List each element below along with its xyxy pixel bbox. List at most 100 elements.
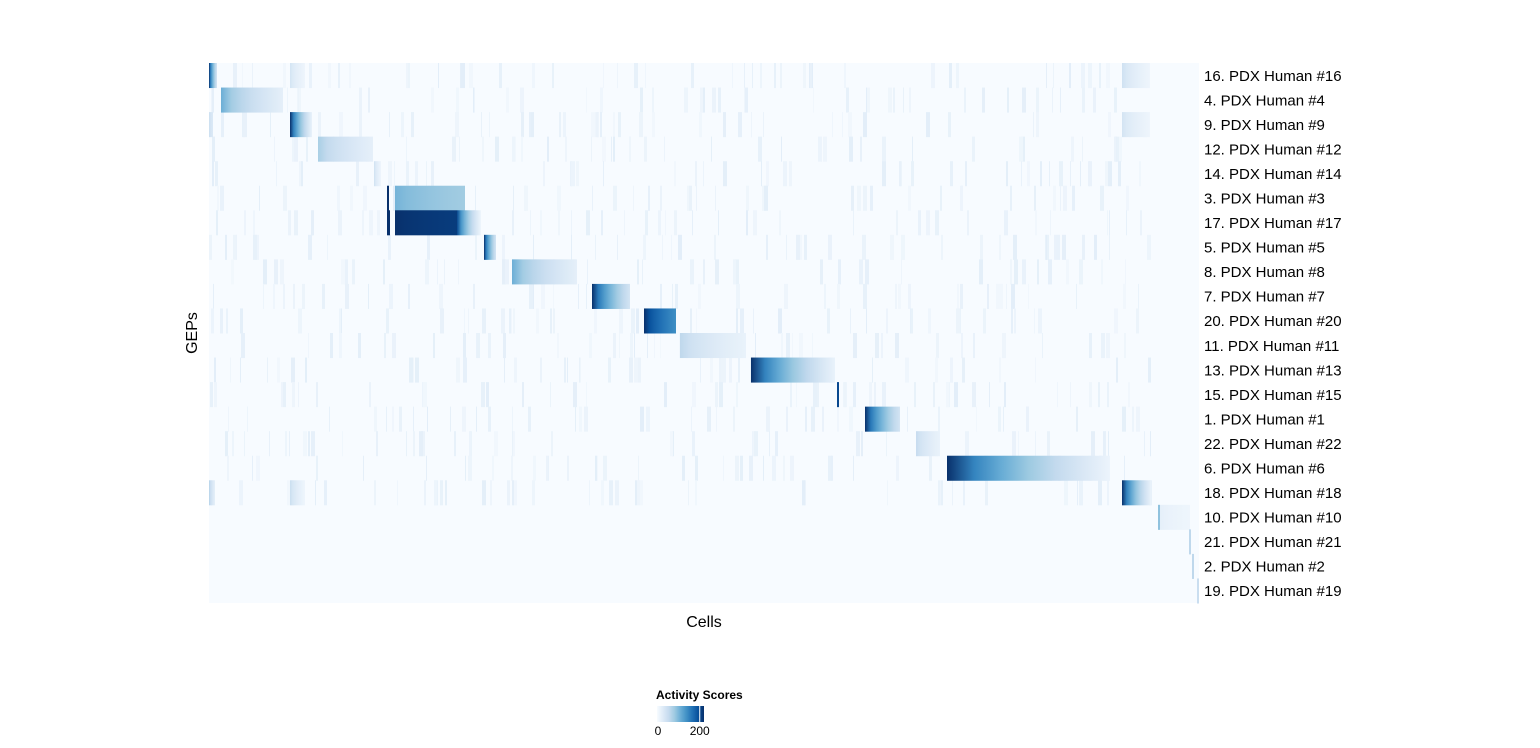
heatmap-cell-stripe [1116, 357, 1118, 383]
heatmap-cell-stripe [550, 382, 551, 408]
heatmap-cell-stripe [654, 333, 655, 359]
heatmap-cell-stripe [872, 357, 873, 383]
heatmap-cell-stripe [670, 431, 673, 457]
heatmap-cell-stripe [600, 112, 602, 138]
heatmap-block [1189, 529, 1191, 555]
heatmap-cell-stripe [645, 210, 648, 236]
heatmap-cell-stripe [901, 234, 905, 260]
heatmap-cell-stripe [972, 382, 976, 408]
heatmap-cell-stripe [584, 406, 588, 432]
heatmap-cell-stripe [408, 283, 410, 309]
heatmap-cell-stripe [438, 63, 439, 89]
heatmap-cell-stripe [455, 112, 459, 138]
heatmap-cell-stripe [752, 431, 753, 457]
heatmap-cell-stripe [565, 136, 567, 162]
heatmap-cell-stripe [911, 161, 914, 187]
heatmap-cell-stripe [799, 333, 803, 359]
heatmap-cell-stripe [394, 161, 395, 187]
heatmap-cell-stripe [212, 161, 214, 187]
heatmap-cell-stripe [292, 382, 295, 408]
heatmap-cell-stripe [419, 431, 423, 457]
heatmap-cell-stripe [763, 112, 764, 138]
heatmap-cell-stripe [844, 382, 846, 408]
heatmap-cell-stripe [437, 259, 438, 285]
heatmap-block [751, 357, 835, 383]
heatmap-block [644, 308, 676, 334]
heatmap-cell-stripe [494, 431, 498, 457]
heatmap-cell-stripe [895, 283, 897, 309]
heatmap-cell-stripe [406, 136, 407, 162]
heatmap-cell-stripe [692, 210, 693, 236]
heatmap-cell-stripe [1022, 259, 1026, 285]
heatmap-cell-stripe [948, 112, 951, 138]
heatmap-block [387, 185, 389, 211]
heatmap-cell-stripe [733, 406, 735, 432]
heatmap-cell-stripe [1080, 161, 1081, 187]
heatmap-cell-stripe [936, 333, 939, 359]
heatmap-cell-stripe [802, 480, 805, 506]
heatmap-cell-stripe [274, 136, 275, 162]
heatmap-cell-stripe [980, 234, 983, 260]
heatmap-cell-stripe [696, 308, 697, 334]
heatmap-cell-stripe [608, 357, 611, 383]
heatmap-cell-stripe [1007, 87, 1009, 113]
heatmap-cell-stripe [853, 455, 854, 481]
heatmap-cell-stripe [1100, 185, 1104, 211]
heatmap-cell-stripe [241, 333, 245, 359]
heatmap-cell-stripe [214, 382, 217, 408]
heatmap-cell-stripe [846, 87, 849, 113]
heatmap-cell-stripe [842, 112, 843, 138]
heatmap-cell-stripe [567, 455, 569, 481]
heatmap-cell-stripe [1066, 259, 1069, 285]
heatmap-cell-stripe [719, 357, 722, 383]
heatmap-cell-stripe [764, 185, 768, 211]
heatmap-cell-stripe [1033, 112, 1034, 138]
heatmap-cell-stripe [1036, 87, 1039, 113]
heatmap-cell-stripe [1038, 308, 1042, 334]
heatmap-cell-stripe [881, 333, 883, 359]
heatmap-cell-stripe [772, 455, 776, 481]
heatmap-cell-stripe [1077, 480, 1078, 506]
heatmap-cell-stripe [431, 87, 434, 113]
heatmap-cell-stripe [274, 259, 278, 285]
heatmap-cell-stripe [460, 63, 461, 89]
heatmap-cell-stripe [553, 283, 554, 309]
heatmap-cell-stripe [214, 357, 216, 383]
heatmap-cell-stripe [401, 112, 404, 138]
heatmap-cell-stripe [684, 87, 688, 113]
heatmap-cell-stripe [368, 283, 369, 309]
heatmap-cell-stripe [1052, 87, 1053, 113]
heatmap-cell-stripe [345, 283, 349, 309]
heatmap-cell-stripe [1105, 431, 1106, 457]
heatmap-cell-stripe [618, 112, 621, 138]
heatmap-cell-stripe [638, 357, 641, 383]
heatmap-cell-stripe [715, 259, 719, 285]
heatmap-cell-stripe [865, 259, 869, 285]
heatmap-cell-stripe [486, 382, 489, 408]
heatmap-cell-stripe [817, 382, 819, 408]
heatmap-cell-stripe [796, 234, 800, 260]
heatmap-cell-stripe [1150, 480, 1152, 506]
heatmap-cell-stripe [481, 382, 485, 408]
heatmap-cell-stripe [1082, 234, 1085, 260]
heatmap-block [457, 210, 481, 236]
heatmap-cell-stripe [1006, 161, 1008, 187]
heatmap-cell-stripe [634, 63, 638, 89]
heatmap-cell-stripe [322, 283, 325, 309]
heatmap-cell-stripe [1014, 308, 1016, 334]
heatmap-cell-stripe [1106, 333, 1110, 359]
heatmap-cell-stripe [1070, 382, 1071, 408]
heatmap-cell-stripe [575, 406, 576, 432]
heatmap-cell-stripe [1063, 185, 1067, 211]
heatmap-cell-stripe [318, 112, 321, 138]
heatmap-cell-stripe [1034, 308, 1035, 334]
heatmap-cell-stripe [540, 210, 542, 236]
heatmap-cell-stripe [1091, 431, 1095, 457]
heatmap-cell-stripe [1108, 112, 1111, 138]
heatmap-cell-stripe [287, 480, 290, 506]
heatmap-cell-stripe [225, 431, 228, 457]
heatmap-cell-stripe [1035, 210, 1037, 236]
row-label: 4. PDX Human #4 [1204, 92, 1325, 109]
heatmap-cell-stripe [1053, 63, 1054, 89]
heatmap-cell-stripe [475, 234, 477, 260]
